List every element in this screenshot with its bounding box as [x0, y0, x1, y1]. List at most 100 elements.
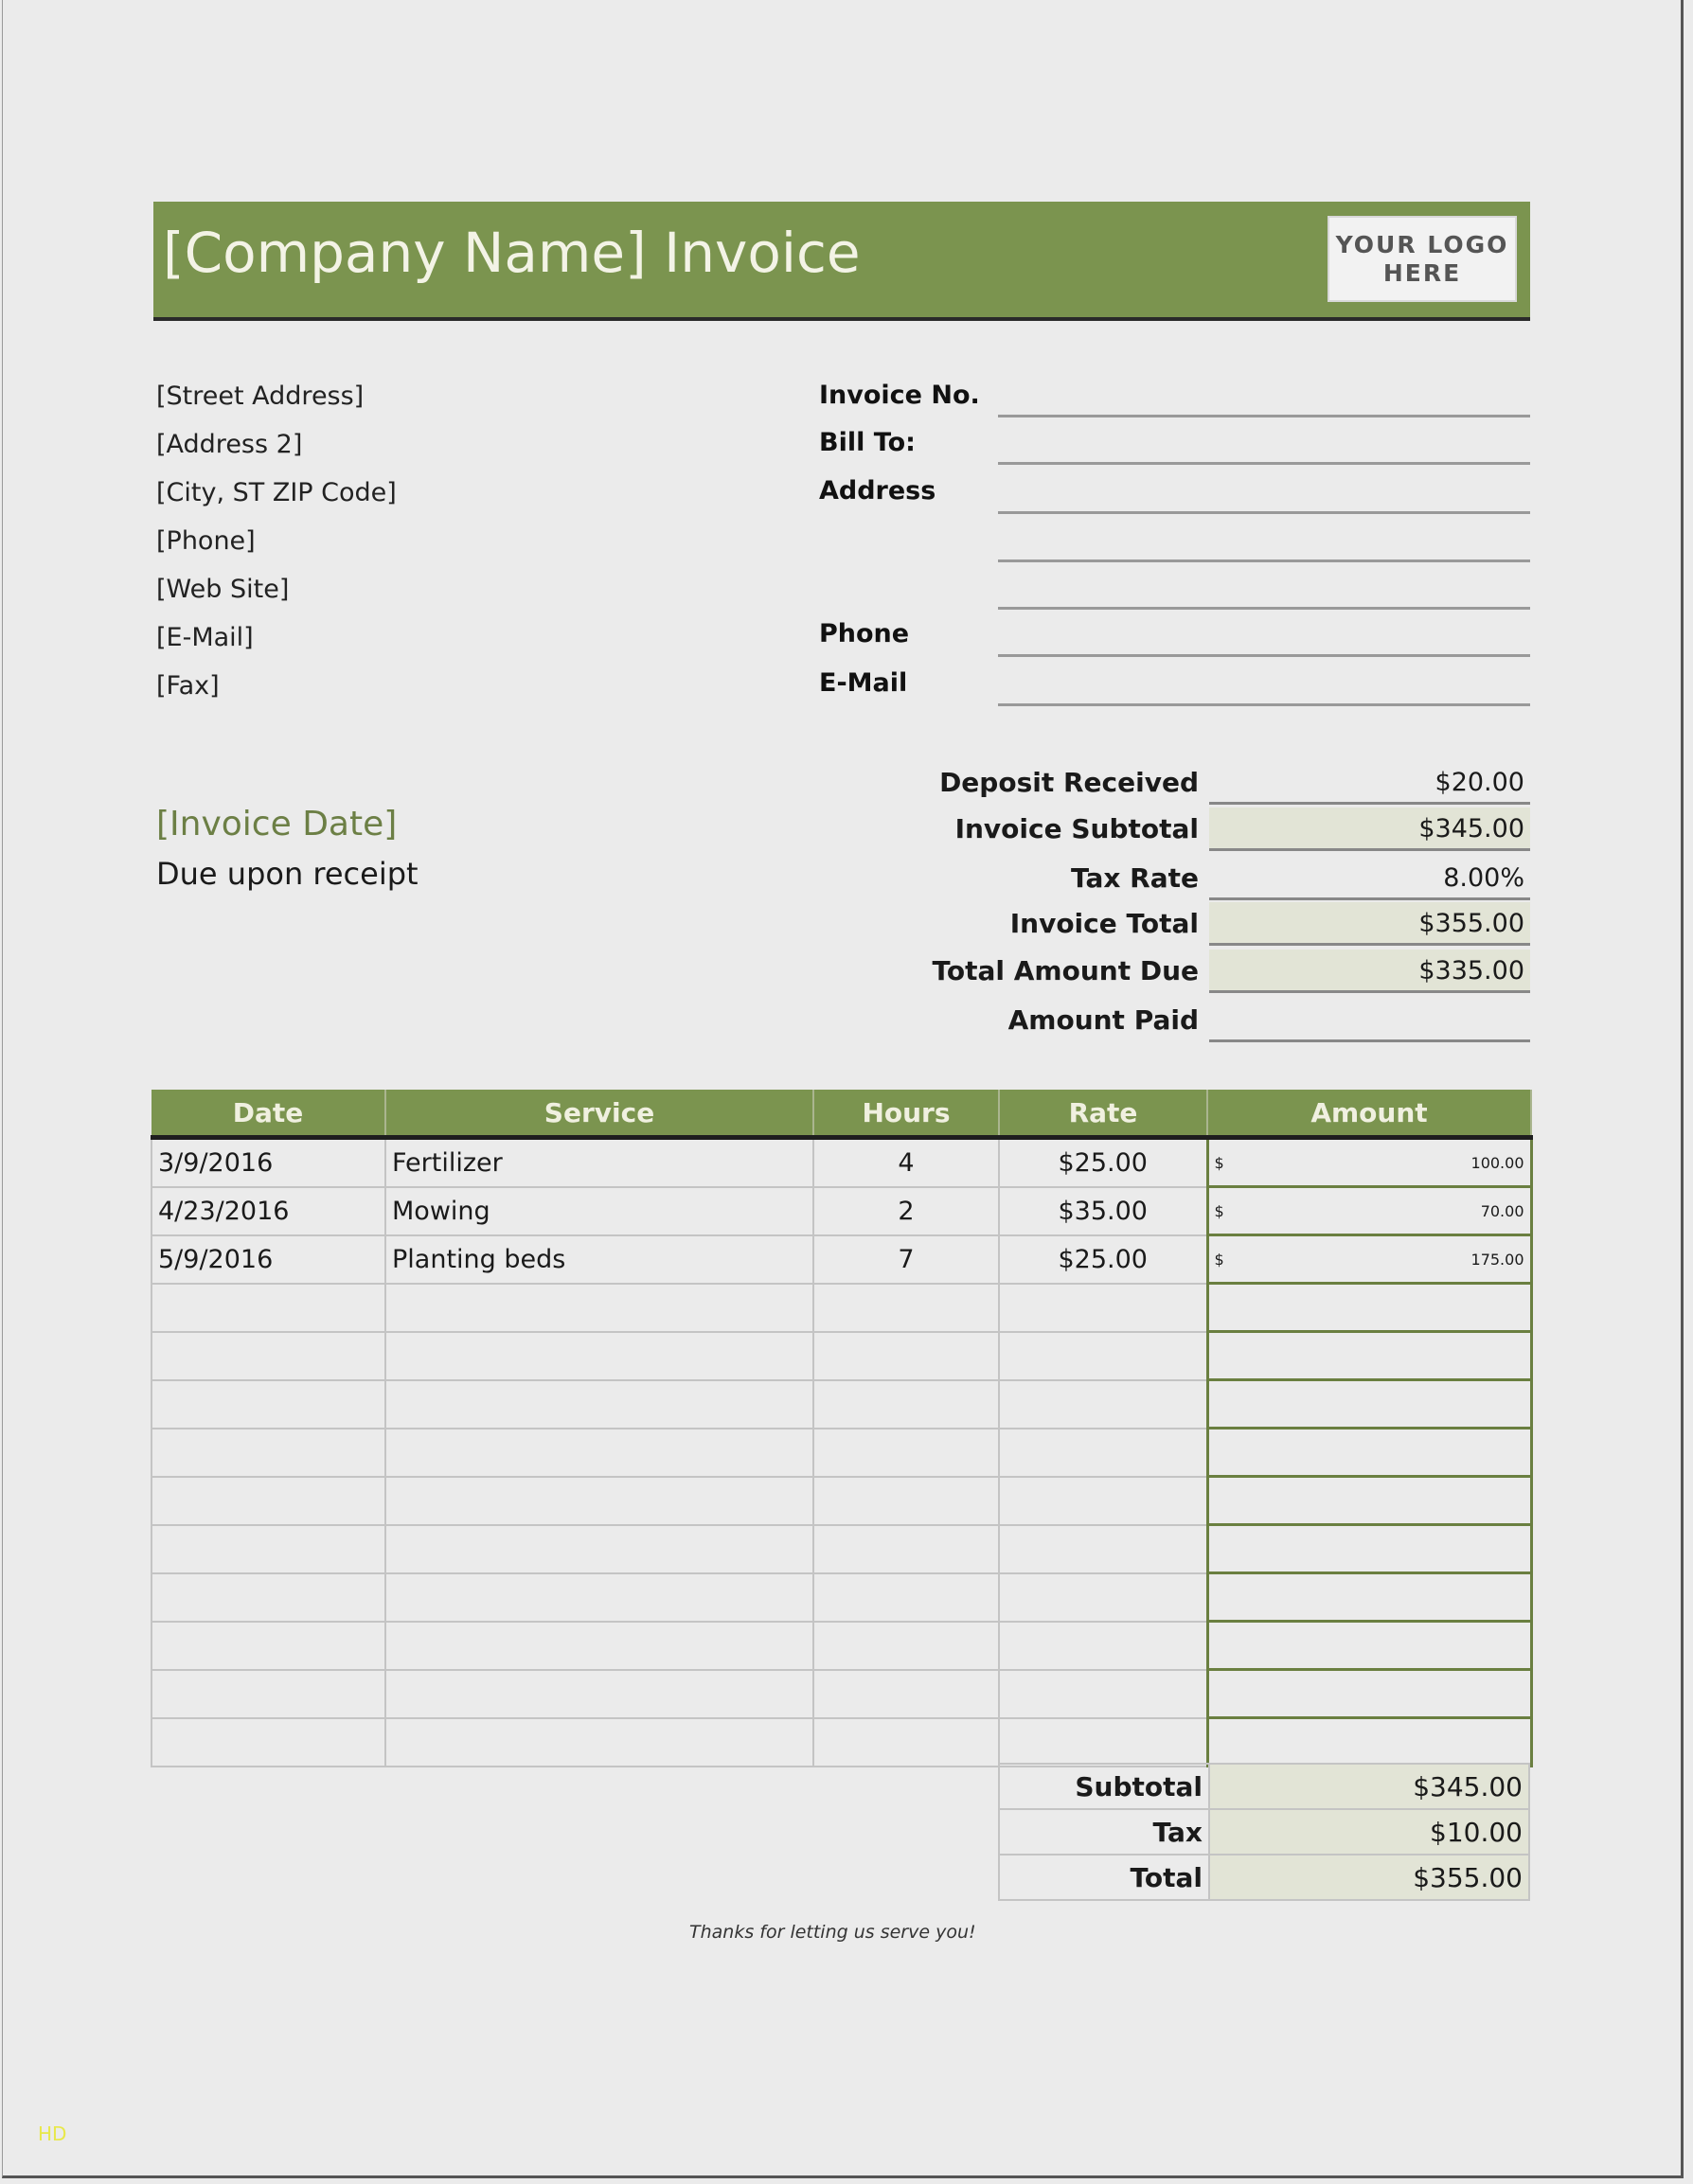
cell-service[interactable]: [384, 1716, 814, 1767]
amount-value: 100.00: [1470, 1153, 1524, 1172]
col-amount: Amount: [1207, 1090, 1532, 1140]
company-info-line[interactable]: [City, ST ZIP Code]: [156, 478, 397, 507]
logo-placeholder[interactable]: YOUR LOGO HERE: [1328, 216, 1517, 302]
cell-amount: $175.00: [1205, 1234, 1533, 1285]
cell-service[interactable]: [384, 1620, 814, 1671]
cell-date[interactable]: [151, 1282, 386, 1333]
currency-symbol: $: [1214, 1201, 1224, 1220]
cell-hours[interactable]: 2: [812, 1185, 1000, 1236]
cell-date[interactable]: [151, 1330, 386, 1381]
cell-service[interactable]: [384, 1427, 814, 1478]
company-info-line[interactable]: [E-Mail]: [156, 623, 254, 652]
cell-date[interactable]: [151, 1523, 386, 1574]
summary-value[interactable]: $345.00: [1209, 808, 1530, 851]
cell-rate[interactable]: $25.00: [998, 1234, 1208, 1285]
cell-date[interactable]: [151, 1427, 386, 1478]
summary-value[interactable]: 8.00%: [1209, 857, 1530, 900]
total-value: $355.00: [1208, 1854, 1530, 1901]
cell-service[interactable]: Mowing: [384, 1185, 814, 1236]
cell-date[interactable]: [151, 1475, 386, 1526]
cell-date[interactable]: 3/9/2016: [151, 1136, 386, 1188]
table-row: [151, 1378, 1533, 1429]
cell-hours[interactable]: 4: [812, 1136, 1000, 1188]
address-field-2[interactable]: [998, 559, 1530, 562]
cell-hours[interactable]: [812, 1668, 1000, 1719]
cell-service[interactable]: Planting beds: [384, 1234, 814, 1285]
cell-hours[interactable]: [812, 1378, 1000, 1429]
cell-service[interactable]: Fertilizer: [384, 1136, 814, 1188]
summary-value[interactable]: $335.00: [1209, 950, 1530, 993]
cell-hours[interactable]: [812, 1282, 1000, 1333]
cell-date[interactable]: [151, 1668, 386, 1719]
cell-rate[interactable]: [998, 1282, 1208, 1333]
summary-value[interactable]: $20.00: [1209, 761, 1530, 805]
cell-hours[interactable]: 7: [812, 1234, 1000, 1285]
col-hours: Hours: [813, 1090, 1000, 1140]
cell-service[interactable]: [384, 1668, 814, 1719]
cell-hours[interactable]: [812, 1475, 1000, 1526]
cell-hours[interactable]: [812, 1330, 1000, 1381]
table-row: [151, 1668, 1533, 1719]
thanks-note: Thanks for letting us serve you!: [689, 1922, 976, 1943]
cell-date[interactable]: [151, 1716, 386, 1767]
cell-rate[interactable]: [998, 1571, 1208, 1623]
company-info-line[interactable]: [Web Site]: [156, 575, 290, 604]
cell-service[interactable]: [384, 1475, 814, 1526]
company-info-line[interactable]: [Fax]: [156, 671, 220, 701]
cell-service[interactable]: [384, 1523, 814, 1574]
cell-rate[interactable]: [998, 1716, 1208, 1767]
cell-rate[interactable]: [998, 1523, 1208, 1574]
invoice-no-field[interactable]: [998, 415, 1530, 417]
cell-date[interactable]: 4/23/2016: [151, 1185, 386, 1236]
cell-rate[interactable]: [998, 1330, 1208, 1381]
cell-rate[interactable]: $35.00: [998, 1185, 1208, 1236]
invoice-no-label: Invoice No.: [819, 381, 980, 410]
amount-value: 175.00: [1470, 1250, 1524, 1269]
cell-amount: [1205, 1427, 1533, 1478]
summary-label: Invoice Total: [1009, 908, 1199, 939]
bill-to-field[interactable]: [998, 462, 1530, 465]
cell-hours[interactable]: [812, 1620, 1000, 1671]
cell-rate[interactable]: [998, 1620, 1208, 1671]
cell-service[interactable]: [384, 1378, 814, 1429]
cell-amount: [1205, 1668, 1533, 1719]
cell-date[interactable]: 5/9/2016: [151, 1234, 386, 1285]
totals-table: Subtotal $345.00 Tax $10.00 Total $355.00: [998, 1763, 1530, 1901]
cell-rate[interactable]: $25.00: [998, 1136, 1208, 1188]
cell-date[interactable]: [151, 1620, 386, 1671]
cell-service[interactable]: [384, 1330, 814, 1381]
cell-rate[interactable]: [998, 1378, 1208, 1429]
table-row: [151, 1330, 1533, 1381]
company-info-line[interactable]: [Street Address]: [156, 382, 365, 411]
invoice-date[interactable]: [Invoice Date]: [156, 805, 398, 843]
table-row: [151, 1620, 1533, 1671]
company-info-line[interactable]: [Address 2]: [156, 430, 303, 459]
company-info-line[interactable]: [Phone]: [156, 526, 256, 556]
phone-field[interactable]: [998, 654, 1530, 657]
total-row: Total $355.00: [998, 1854, 1530, 1901]
cell-service[interactable]: [384, 1282, 814, 1333]
cell-service[interactable]: [384, 1571, 814, 1623]
cell-hours[interactable]: [812, 1427, 1000, 1478]
summary-label: Total Amount Due: [932, 955, 1200, 986]
summary-value[interactable]: [1209, 999, 1530, 1042]
cell-amount: $100.00: [1205, 1136, 1533, 1188]
summary-label: Amount Paid: [1007, 1004, 1199, 1036]
cell-date[interactable]: [151, 1378, 386, 1429]
cell-rate[interactable]: [998, 1427, 1208, 1478]
cell-rate[interactable]: [998, 1475, 1208, 1526]
cell-hours[interactable]: [812, 1716, 1000, 1767]
table-row: [151, 1716, 1533, 1767]
subtotal-value: $345.00: [1208, 1763, 1530, 1810]
summary-value[interactable]: $355.00: [1209, 902, 1530, 946]
email-field[interactable]: [998, 703, 1530, 706]
cell-date[interactable]: [151, 1571, 386, 1623]
cell-amount: [1205, 1330, 1533, 1381]
cell-hours[interactable]: [812, 1523, 1000, 1574]
summary-label: Deposit Received: [939, 767, 1199, 798]
cell-hours[interactable]: [812, 1571, 1000, 1623]
cell-rate[interactable]: [998, 1668, 1208, 1719]
address-field-3[interactable]: [998, 607, 1530, 610]
cell-amount: $70.00: [1205, 1185, 1533, 1236]
address-field-1[interactable]: [998, 511, 1530, 514]
